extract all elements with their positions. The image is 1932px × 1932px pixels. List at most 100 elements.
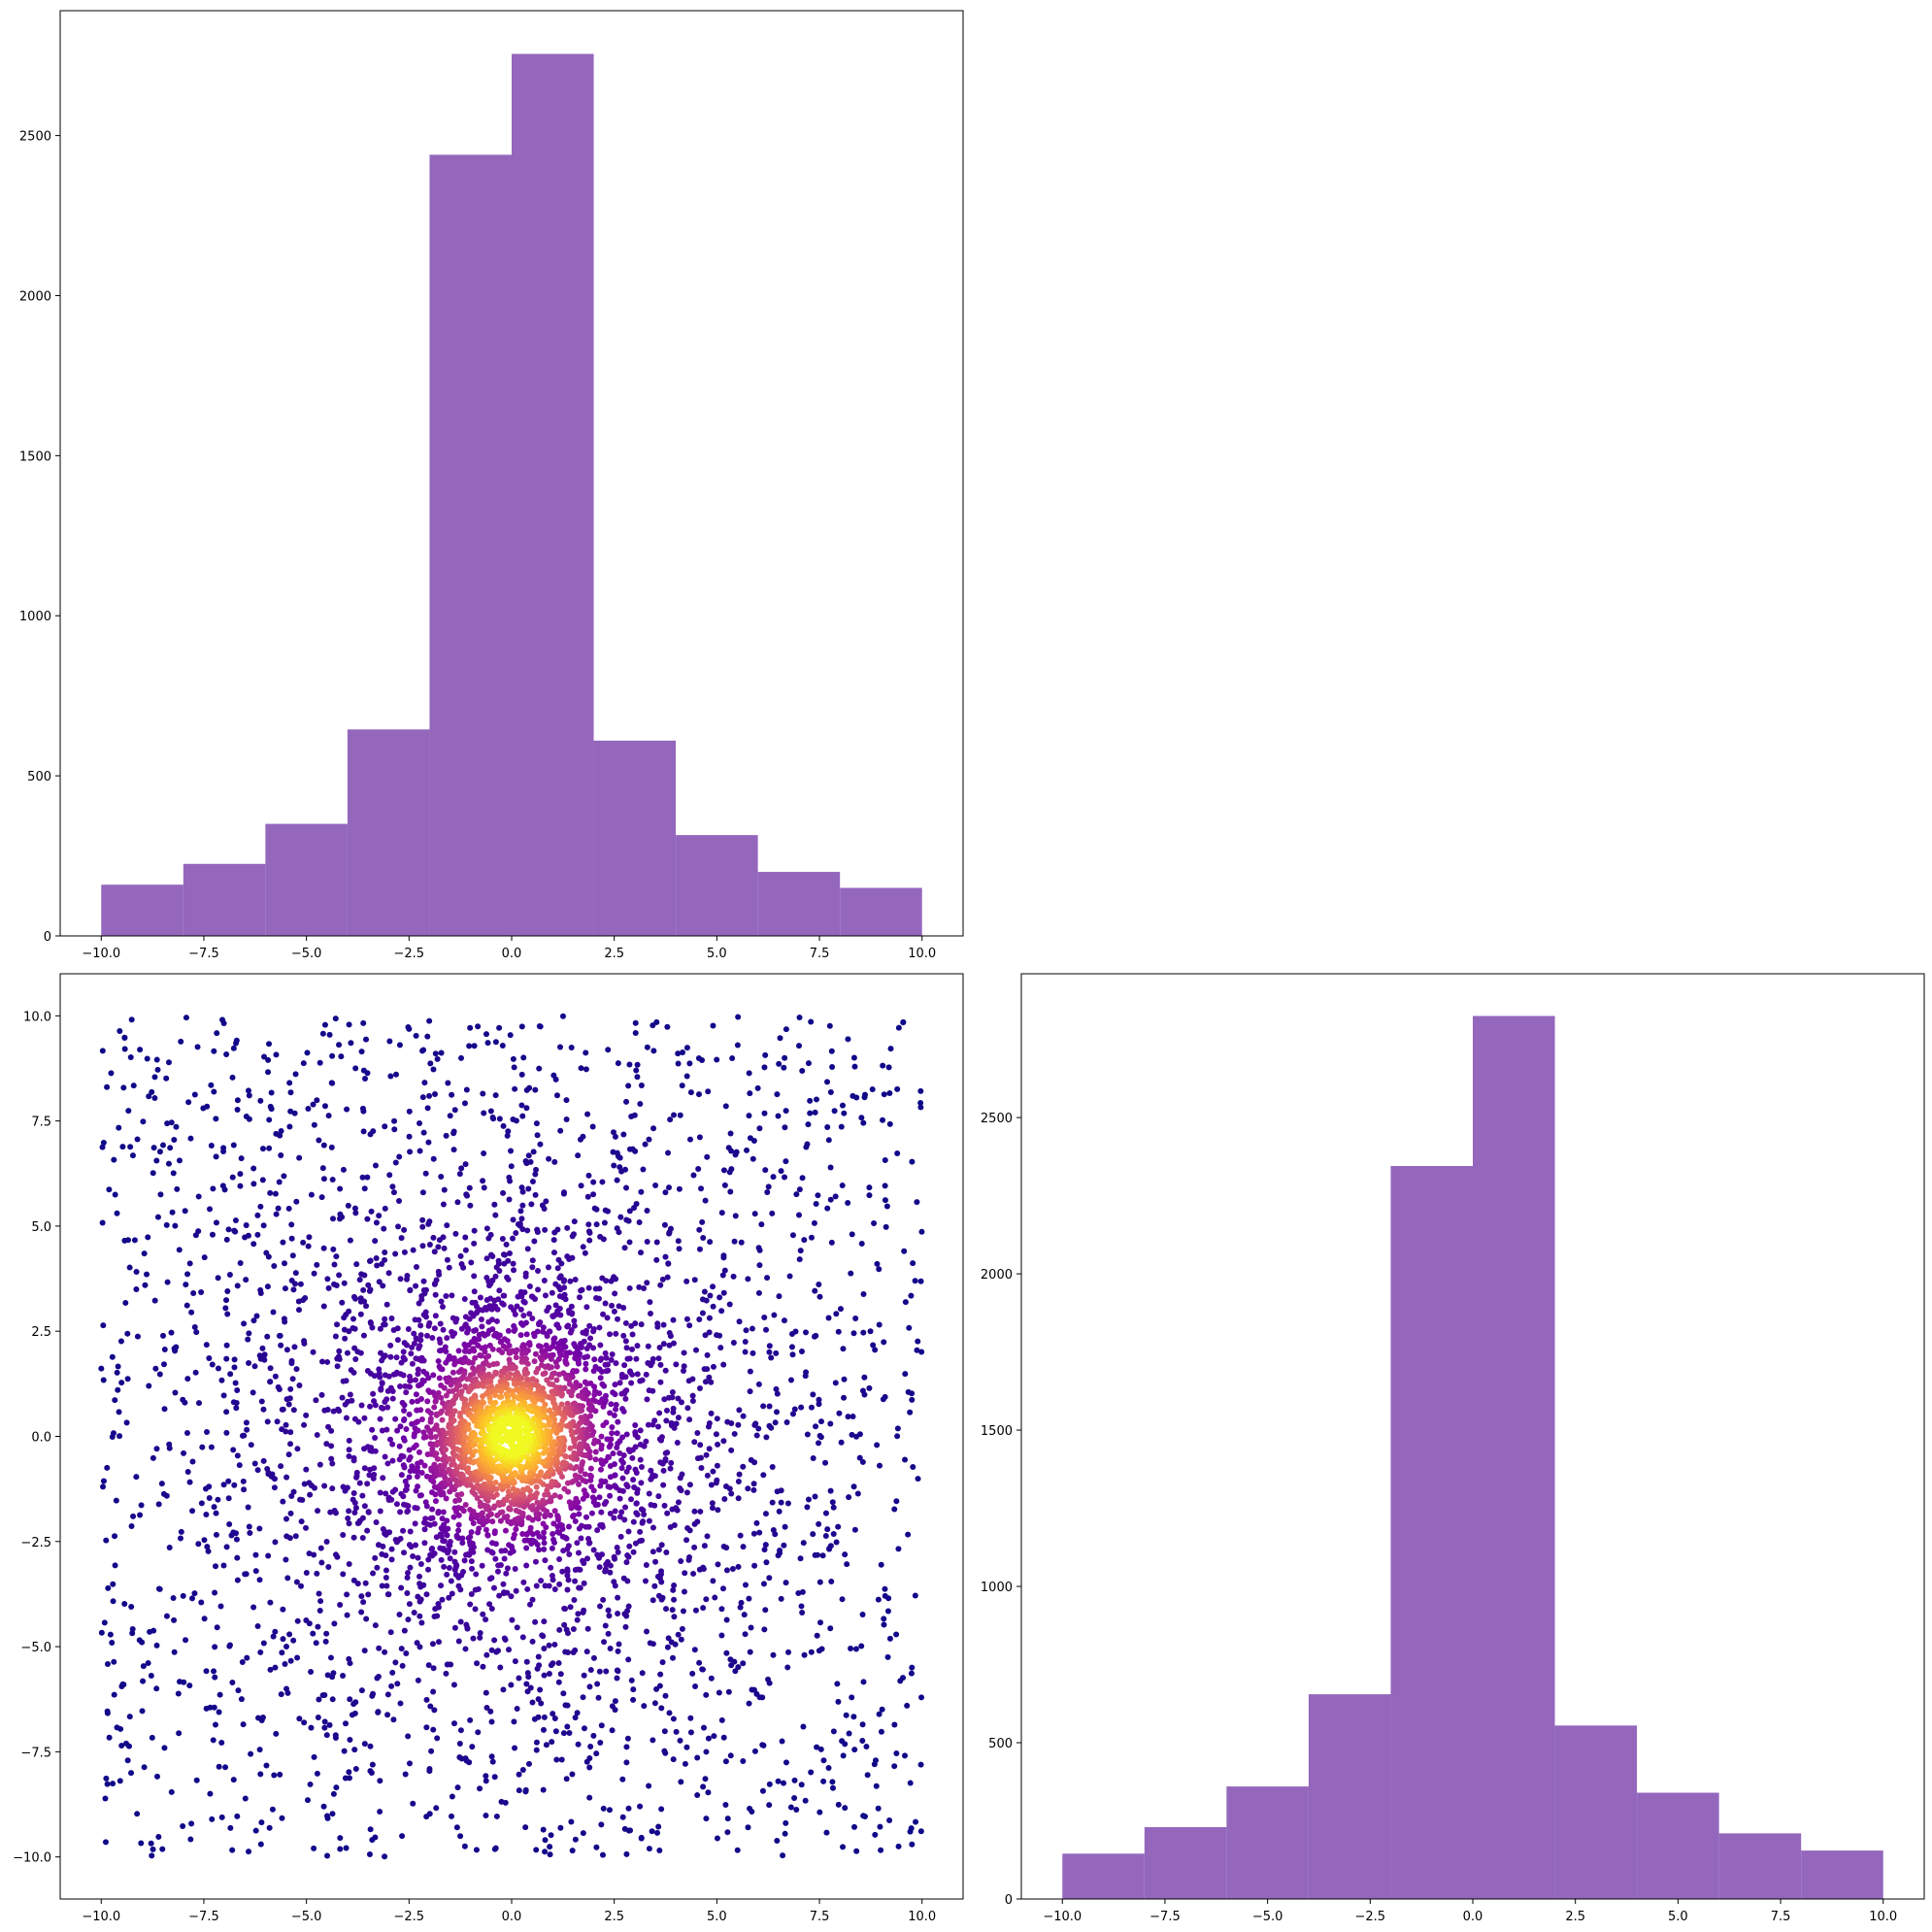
scatter-point — [422, 1170, 429, 1177]
scatter-point — [408, 1377, 415, 1383]
scatter-point — [103, 1775, 110, 1782]
scatter-point — [230, 1045, 237, 1051]
scatter-point — [539, 1458, 546, 1465]
scatter-point — [324, 1813, 331, 1819]
x-tick-label: 5.0 — [707, 947, 727, 961]
scatter-point — [624, 1608, 631, 1615]
scatter-point — [681, 1588, 687, 1595]
scatter-point — [603, 1498, 610, 1505]
scatter-point — [304, 1797, 311, 1804]
scatter-point — [231, 1356, 238, 1363]
scatter-point — [201, 1537, 208, 1544]
scatter-point — [626, 1061, 633, 1068]
scatter-point — [567, 1604, 574, 1611]
scatter-point — [327, 1654, 334, 1661]
scatter-point — [909, 1841, 916, 1848]
scatter-point — [575, 1549, 582, 1556]
scatter-point — [624, 1735, 631, 1742]
scatter-point — [791, 1406, 798, 1413]
scatter-point — [574, 1540, 581, 1547]
scatter-point — [908, 1670, 915, 1677]
scatter-point — [410, 1553, 416, 1560]
scatter-point — [494, 1334, 501, 1341]
scatter-point — [729, 1565, 736, 1572]
scatter-point — [714, 1835, 720, 1842]
scatter-point — [393, 1071, 400, 1078]
scatter-point — [623, 1184, 630, 1191]
scatter-point — [223, 1297, 230, 1304]
scatter-point — [320, 1303, 327, 1310]
scatter-point — [483, 1354, 489, 1361]
scatter-point — [897, 1678, 904, 1684]
scatter-point — [377, 1489, 383, 1496]
scatter-point — [372, 1554, 379, 1561]
scatter-point — [667, 1333, 674, 1340]
scatter-point — [279, 1815, 285, 1821]
scatter-point — [217, 1603, 224, 1610]
scatter-point — [737, 1532, 744, 1539]
scatter-point — [707, 1292, 714, 1299]
scatter-point — [510, 1055, 516, 1062]
scatter-point — [718, 1632, 725, 1639]
scatter-point — [621, 1362, 628, 1369]
scatter-point — [435, 1508, 442, 1515]
scatter-point — [853, 1433, 860, 1440]
scatter-point — [562, 1649, 569, 1655]
scatter-point — [649, 1828, 655, 1835]
scatter-point — [760, 1472, 767, 1479]
scatter-point — [290, 1407, 297, 1414]
scatter-point — [190, 1290, 197, 1297]
scatter-point — [657, 1379, 664, 1385]
scatter-point — [827, 1088, 834, 1095]
scatter-point — [372, 1622, 379, 1629]
scatter-point — [614, 1430, 620, 1437]
scatter-point — [699, 1666, 706, 1673]
scatter-point — [535, 1268, 542, 1275]
scatter-point — [882, 1592, 888, 1599]
scatter-point — [796, 1015, 803, 1021]
scatter-point — [151, 1297, 158, 1304]
scatter-point — [819, 1552, 826, 1559]
scatter-point — [394, 1325, 401, 1332]
scatter-point — [622, 1623, 629, 1630]
scatter-point — [498, 1393, 505, 1400]
scatter-point — [287, 1429, 294, 1436]
scatter-point — [643, 1438, 650, 1445]
scatter-point — [371, 1373, 378, 1380]
scatter-point — [653, 1256, 660, 1263]
scatter-point — [113, 1497, 119, 1504]
scatter-point — [525, 1152, 532, 1159]
scatter-point — [457, 1252, 464, 1259]
scatter-point — [223, 1544, 230, 1550]
scatter-point — [756, 1247, 763, 1253]
scatter-point — [832, 1380, 839, 1386]
scatter-point — [121, 1035, 128, 1042]
scatter-point — [627, 1369, 634, 1376]
scatter-point — [485, 1318, 492, 1325]
scatter-point — [796, 1186, 803, 1193]
scatter-point — [703, 1815, 710, 1822]
scatter-point — [489, 1346, 496, 1352]
scatter-point — [754, 1084, 761, 1091]
scatter-point — [192, 1232, 199, 1239]
scatter-point — [166, 1545, 173, 1551]
scatter-point — [254, 1231, 261, 1238]
scatter-point — [511, 1531, 517, 1538]
scatter-point — [416, 1613, 423, 1619]
scatter-point — [763, 1434, 770, 1441]
scatter-point — [403, 1389, 410, 1396]
scatter-point — [121, 1601, 128, 1608]
scatter-point — [508, 1593, 515, 1600]
scatter-point — [529, 1257, 536, 1264]
scatter-point — [517, 1332, 524, 1339]
scatter-point — [490, 1584, 497, 1591]
scatter-point — [332, 1551, 339, 1558]
scatter-point — [357, 1349, 364, 1356]
scatter-point — [435, 1601, 442, 1608]
scatter-point — [234, 1107, 241, 1113]
scatter-point — [611, 1515, 617, 1521]
scatter-point — [678, 1636, 684, 1643]
scatter-point — [234, 1554, 241, 1561]
scatter-point — [696, 1316, 703, 1323]
scatter-point — [886, 1635, 893, 1642]
